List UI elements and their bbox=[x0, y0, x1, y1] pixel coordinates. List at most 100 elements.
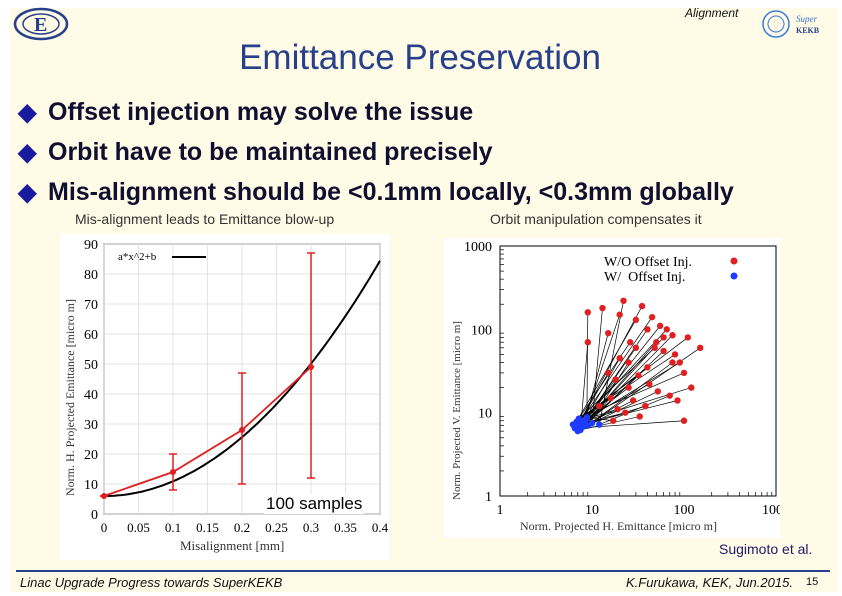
logo-letter: E bbox=[34, 14, 47, 36]
page-number: 15 bbox=[806, 576, 819, 588]
x-tick-label: 0.1 bbox=[165, 520, 181, 535]
y-tick-label: 100 bbox=[471, 323, 492, 338]
y-tick-label: 40 bbox=[84, 388, 98, 403]
x-tick-label: 0.25 bbox=[265, 520, 288, 535]
scatter-point-red bbox=[654, 388, 662, 395]
scatter-point-red bbox=[625, 359, 632, 366]
scatter-point-blue bbox=[596, 421, 603, 428]
correspondence-line bbox=[582, 325, 661, 424]
scatter-point-red bbox=[648, 313, 656, 321]
scatter-point-red bbox=[626, 339, 634, 346]
footer-talk-title: Linac Upgrade Progress towards SuperKEKB bbox=[20, 575, 283, 590]
x-tick-label: 1000 bbox=[762, 503, 780, 518]
scatter-point-red bbox=[607, 394, 614, 402]
x-tick-label: 100 bbox=[674, 503, 695, 518]
data-point bbox=[239, 427, 245, 433]
logo-kekb-text: KEKB bbox=[796, 26, 820, 35]
y-tick-label: 1 bbox=[485, 490, 492, 505]
y-tick-label: 80 bbox=[84, 268, 98, 283]
credit-text: Sugimoto et al. bbox=[719, 541, 813, 557]
data-line bbox=[103, 366, 312, 497]
diamond-bullet-icon: ◆ bbox=[18, 178, 37, 206]
x-tick-label: 0.3 bbox=[303, 520, 319, 535]
scatter-point-red bbox=[612, 376, 619, 383]
scatter-point-red bbox=[616, 311, 623, 318]
y-tick-label: 20 bbox=[84, 448, 98, 463]
scatter-point-red bbox=[614, 406, 621, 413]
scatter-point-blue bbox=[575, 415, 583, 422]
footer-author: K.Furukawa, KEK, Jun.2015. bbox=[626, 575, 793, 590]
y-tick-label: 90 bbox=[84, 238, 98, 253]
x-tick-label: 0.15 bbox=[196, 520, 219, 535]
data-point bbox=[170, 469, 176, 475]
scatter-point-red bbox=[653, 339, 660, 346]
scatter-point-red bbox=[596, 402, 603, 410]
scatter-point-red bbox=[663, 326, 670, 333]
bullet-text: Offset injection may solve the issue bbox=[48, 97, 474, 126]
scatter-point-red bbox=[584, 339, 591, 346]
bullet-item: ◆ Mis-alignment should be <0.1mm locally… bbox=[18, 172, 734, 212]
legend-label-without: W/O Offset Inj. bbox=[604, 255, 692, 270]
plot-frame bbox=[499, 245, 777, 497]
scatter-point-red bbox=[636, 413, 643, 420]
scatter-point-red bbox=[684, 334, 692, 341]
x-tick-label: 1 bbox=[497, 503, 504, 518]
scatter-point-red bbox=[622, 409, 629, 416]
scatter-point-red bbox=[620, 297, 627, 304]
scatter-point-red bbox=[642, 402, 649, 410]
scatter-point-red bbox=[635, 372, 642, 379]
scatter-point-blue bbox=[583, 414, 591, 421]
scatter-point-red bbox=[680, 417, 688, 424]
bullet-text: Mis-alignment should be <0.1mm locally, … bbox=[48, 177, 734, 206]
scatter-point-red bbox=[671, 351, 679, 358]
correspondence-line bbox=[580, 342, 589, 430]
legend-label-with: W/ Offset Inj. bbox=[604, 270, 685, 285]
x-tick-label: 0.2 bbox=[234, 520, 250, 535]
correspondence-line bbox=[574, 329, 668, 429]
slide-title-text: Emittance Preservation bbox=[239, 38, 601, 77]
scatter-point-red bbox=[651, 344, 658, 352]
scatter-point-red bbox=[644, 326, 651, 333]
y-tick-label: 70 bbox=[84, 298, 98, 313]
left-figure-caption: Mis-alignment leads to Emittance blow-up bbox=[75, 211, 335, 227]
correspondence-line bbox=[587, 362, 673, 426]
y-axis-label: Norm. H. Projected Emittance [micro m] bbox=[63, 299, 77, 496]
scatter-point-red bbox=[625, 384, 632, 391]
y-tick-label: 1000 bbox=[464, 240, 492, 255]
scatter-point-red bbox=[638, 302, 646, 310]
correspondence-line bbox=[572, 347, 655, 425]
correspondence-line bbox=[580, 316, 653, 421]
header-section-tag: Alignment bbox=[685, 6, 739, 20]
correspondence-line bbox=[586, 383, 650, 418]
scatter-point-red bbox=[676, 359, 683, 366]
scatter-point-blue bbox=[577, 426, 584, 434]
scatter-point-red bbox=[632, 344, 640, 352]
bullet-item: ◆ Orbit have to be maintained precisely bbox=[18, 132, 734, 172]
data-point bbox=[101, 493, 107, 499]
y-tick-label: 60 bbox=[84, 328, 98, 343]
diamond-bullet-icon: ◆ bbox=[18, 138, 37, 166]
data-point bbox=[308, 364, 314, 370]
x-tick-label: 0.05 bbox=[127, 520, 150, 535]
correspondence-line bbox=[585, 329, 648, 421]
scatter-point-red bbox=[605, 329, 612, 337]
bullet-text: Orbit have to be maintained precisely bbox=[48, 137, 493, 166]
footer-divider bbox=[16, 570, 830, 572]
scatter-point-red bbox=[660, 334, 667, 341]
scatter-point-red bbox=[644, 364, 651, 371]
correspondence-line bbox=[586, 312, 589, 418]
kek-logo-icon: E bbox=[13, 7, 69, 41]
scatter-point-red bbox=[599, 304, 606, 312]
correspondence-line bbox=[580, 416, 640, 431]
legend-marker-red bbox=[730, 257, 738, 265]
scatter-point-red bbox=[584, 309, 591, 316]
slide-title: Emittance Preservation bbox=[0, 38, 842, 78]
y-tick-label: 10 bbox=[84, 478, 98, 493]
correspondence-line bbox=[578, 342, 631, 419]
correspondence-line bbox=[591, 308, 603, 424]
scatter-point-red bbox=[697, 344, 704, 352]
x-axis-label: Misalignment [mm] bbox=[180, 538, 284, 553]
y-tick-label: 0 bbox=[91, 508, 98, 523]
logo-super-text: Super bbox=[796, 14, 817, 24]
superkekb-logo-icon: Super KEKB bbox=[762, 10, 820, 38]
